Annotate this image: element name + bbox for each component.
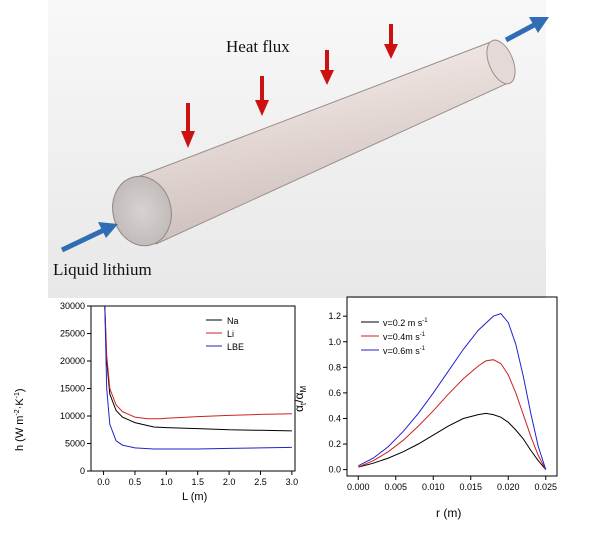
left-chart-y-label: h (W m-2·K-1) — [14, 388, 26, 451]
right-series-line-0 — [358, 412, 547, 470]
heat-arrow-1 — [181, 103, 195, 148]
right-chart-y-ticks: 0.0 0.2 0.4 0.6 0.8 1.0 1.2 — [328, 311, 347, 475]
left-x-tick-label: 1.0 — [160, 477, 173, 487]
left-x-tick-label: 1.5 — [191, 477, 204, 487]
right-chart-legend: v=0.2 m s-1 v=0.4m s-1 v=0.6m s-1 — [361, 318, 428, 356]
left-chart-x-label: L (m) — [182, 491, 207, 503]
right-y-tick-label: 1.0 — [328, 337, 341, 347]
heat-flux-label: Heat flux — [226, 37, 290, 56]
left-x-tick-label: 3.0 — [286, 477, 299, 487]
right-x-tick-label: 0.000 — [347, 482, 370, 492]
right-x-tick-label: 0.010 — [422, 482, 445, 492]
right-x-tick-label: 0.015 — [459, 482, 482, 492]
left-series-line-0 — [104, 305, 292, 432]
right-chart-x-ticks: 0.000 0.005 0.010 0.015 0.020 0.025 — [347, 476, 557, 492]
right-chart-frame — [346, 296, 558, 477]
left-chart: 0 5000 10000 15000 20000 25000 30000 0.0 0.5 1.0… — [14, 301, 298, 503]
right-y-tick-label: 0.6 — [328, 388, 341, 398]
right-x-tick-label: 0.020 — [497, 482, 520, 492]
flow-arrow-outlet — [504, 17, 549, 43]
right-y-tick-label: 0.8 — [328, 362, 341, 372]
right-chart-y-label: αt/αM — [292, 386, 308, 412]
left-series-line-2 — [104, 305, 292, 450]
right-x-tick-label: 0.005 — [384, 482, 407, 492]
legend-label-li: Li — [227, 329, 234, 339]
left-y-tick-label: 10000 — [60, 411, 85, 421]
right-y-tick-label: 0.2 — [328, 439, 341, 449]
legend-label-v04: v=0.4m s-1 — [383, 332, 426, 342]
left-y-tick-label: 20000 — [60, 356, 85, 366]
right-chart-series — [358, 313, 547, 470]
left-series-line-1 — [104, 305, 292, 420]
left-chart-series — [104, 305, 292, 450]
right-series-line-1 — [358, 359, 547, 470]
left-chart-y-ticks: 0 5000 10000 15000 20000 25000 30000 — [60, 301, 91, 476]
heat-flux-arrows — [181, 24, 398, 148]
legend-label-lbe: LBE — [227, 342, 244, 352]
pipe-near-end — [112, 175, 172, 247]
right-x-tick-label: 0.025 — [534, 482, 557, 492]
left-y-tick-label: 0 — [80, 466, 85, 476]
right-series-line-2 — [358, 313, 547, 470]
left-chart-legend: Na Li LBE — [206, 316, 244, 352]
heat-arrow-4 — [384, 24, 398, 59]
legend-label-na: Na — [227, 316, 239, 326]
pipe-illustration: Heat flux Liquid lithium — [48, 0, 549, 298]
left-x-tick-label: 0.5 — [129, 477, 142, 487]
left-chart-x-ticks: 0.0 0.5 1.0 1.5 2.0 2.5 3.0 — [97, 471, 298, 487]
left-x-tick-label: 0.0 — [97, 477, 110, 487]
left-x-tick-label: 2.0 — [223, 477, 236, 487]
pipe-far-end — [486, 39, 516, 85]
heat-arrow-2 — [255, 76, 269, 116]
legend-label-v06: v=0.6m s-1 — [383, 346, 426, 356]
heat-arrow-3 — [320, 50, 334, 85]
flow-arrow-inlet — [60, 222, 118, 253]
right-y-tick-label: 0.4 — [328, 413, 341, 423]
left-chart-frame — [90, 305, 296, 472]
left-y-tick-label: 15000 — [60, 384, 85, 394]
right-chart-x-label: r (m) — [436, 506, 461, 520]
right-chart: 0.00.20.40.60.81.01.2 0.000 0.005 0.010 0.0… — [292, 296, 558, 520]
right-y-tick-label: 1.2 — [328, 311, 341, 321]
left-y-tick-label: 25000 — [60, 329, 85, 339]
legend-label-v02: v=0.2 m s-1 — [383, 318, 428, 328]
left-x-tick-label: 2.5 — [254, 477, 267, 487]
left-y-tick-label: 30000 — [60, 301, 85, 311]
right-y-tick-label: 0.0 — [328, 465, 341, 475]
liquid-lithium-label: Liquid lithium — [53, 260, 152, 279]
left-y-tick-label: 5000 — [65, 439, 85, 449]
